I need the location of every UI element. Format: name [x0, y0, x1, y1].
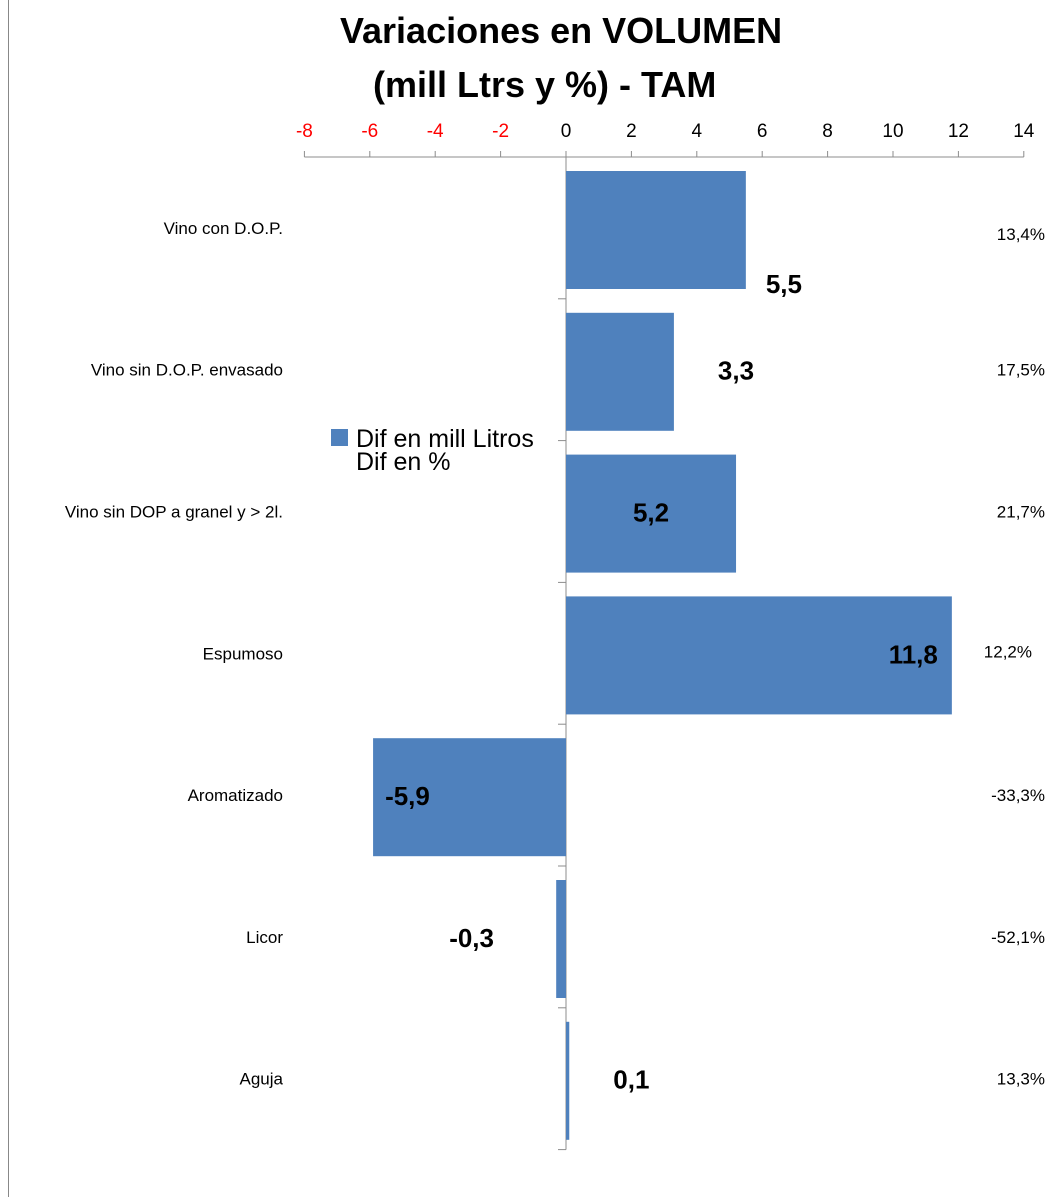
x-tick-label: 0: [561, 121, 572, 142]
percent-label: 12,2%: [984, 642, 1032, 661]
data-label: 0,1: [613, 1065, 649, 1095]
legend-swatch: [331, 429, 348, 446]
bar: [556, 880, 566, 998]
category-label: Aromatizado: [188, 786, 283, 805]
legend-entry-label: Dif en %: [356, 448, 450, 476]
data-label: -0,3: [449, 923, 494, 953]
data-label: 11,8: [889, 639, 938, 669]
percent-label: 21,7%: [997, 503, 1045, 522]
category-label: Vino sin DOP a granel y > 2l.: [65, 503, 283, 522]
x-tick-label: 8: [822, 121, 833, 142]
x-tick-label: 14: [1013, 121, 1035, 142]
x-tick-label: -6: [361, 121, 378, 142]
bar: [566, 1021, 570, 1140]
bar: [566, 454, 737, 573]
bar: [566, 596, 952, 715]
category-label: Espumoso: [203, 644, 283, 663]
percent-label: 13,3%: [997, 1070, 1045, 1089]
data-label: 5,2: [633, 498, 669, 528]
x-tick-label: 12: [948, 121, 969, 142]
category-label: Aguja: [240, 1070, 284, 1089]
x-tick-label: 2: [626, 121, 637, 142]
percent-label: -33,3%: [991, 786, 1045, 805]
left-border: [8, 0, 9, 1197]
category-label: Vino con D.O.P.: [164, 219, 283, 238]
chart-title-line2: (mill Ltrs y %) - TAM: [373, 64, 717, 105]
category-label: Licor: [246, 928, 283, 947]
x-tick-label: 4: [692, 121, 703, 142]
percent-label: 13,4%: [997, 225, 1045, 244]
data-label: -5,9: [385, 781, 430, 811]
bar: [373, 738, 566, 857]
x-tick-label: 10: [882, 121, 903, 142]
x-tick-label: -4: [427, 121, 444, 142]
legend-entry-label: Dif en mill Litros: [356, 425, 534, 453]
x-tick-label: 6: [757, 121, 768, 142]
bar: [566, 171, 746, 289]
bar: [566, 312, 674, 431]
x-tick-label: -2: [492, 121, 509, 142]
percent-label: 17,5%: [997, 361, 1045, 380]
chart-title-line1: Variaciones en VOLUMEN: [340, 10, 783, 51]
data-label: 5,5: [766, 269, 802, 299]
percent-label: -52,1%: [991, 928, 1045, 947]
data-label: 3,3: [718, 356, 754, 386]
x-tick-label: -8: [296, 121, 313, 142]
category-label: Vino sin D.O.P. envasado: [91, 361, 283, 380]
